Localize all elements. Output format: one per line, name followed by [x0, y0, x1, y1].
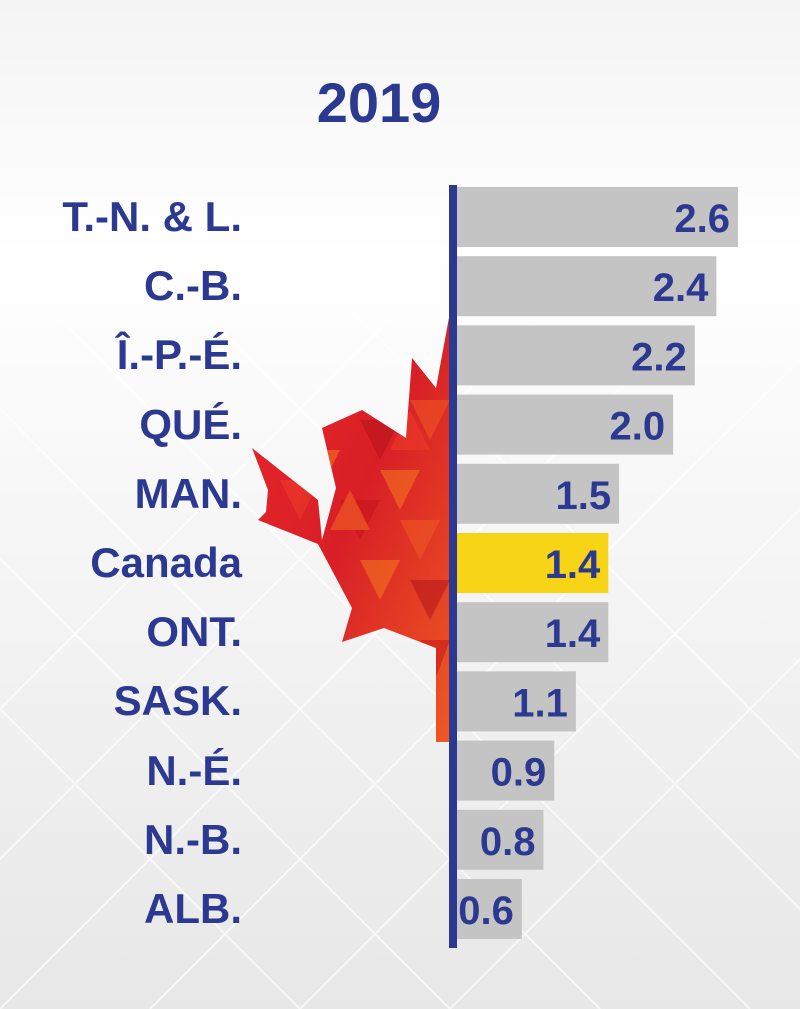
category-label-3: QUÉ.: [139, 400, 242, 448]
category-label-6: ONT.: [146, 608, 242, 656]
value-label-10: 0.6: [458, 889, 514, 933]
bar-9: [457, 809, 544, 870]
value-label-7: 1.1: [512, 681, 568, 725]
value-label-1: 2.4: [653, 266, 709, 310]
value-label-9: 0.8: [480, 820, 536, 864]
category-label-5: Canada: [90, 539, 242, 586]
value-label-4: 1.5: [556, 474, 612, 518]
bar-4: [457, 463, 620, 524]
bar-0: [457, 187, 738, 247]
category-label-1: C.-B.: [144, 262, 242, 310]
category-label-4: MAN.: [134, 469, 242, 517]
bar-6: [457, 602, 609, 663]
bar-7: [457, 671, 576, 732]
bar-1: [457, 256, 717, 317]
value-label-0: 2.6: [674, 197, 730, 241]
bar-3: [457, 394, 674, 455]
category-label-8: N.-É.: [146, 746, 242, 794]
value-label-6: 1.4: [545, 612, 601, 656]
value-label-8: 0.9: [491, 751, 547, 795]
value-label-5: 1.4: [545, 543, 601, 587]
category-label-7: SASK.: [113, 677, 242, 725]
value-label-2: 2.2: [631, 335, 687, 379]
category-label-10: ALB.: [144, 885, 242, 932]
bar-8: [457, 740, 555, 801]
chart-title: 2019: [316, 71, 442, 134]
maple-leaf-icon: [252, 296, 453, 742]
bar-10: [457, 879, 522, 939]
value-label-3: 2.0: [610, 405, 666, 449]
category-label-2: Î.-P.-É.: [116, 331, 242, 379]
category-label-9: N.-B.: [144, 815, 242, 863]
category-label-0: T.-N. & L.: [62, 193, 242, 240]
bar-5: [457, 533, 609, 593]
bar-2: [457, 325, 695, 386]
